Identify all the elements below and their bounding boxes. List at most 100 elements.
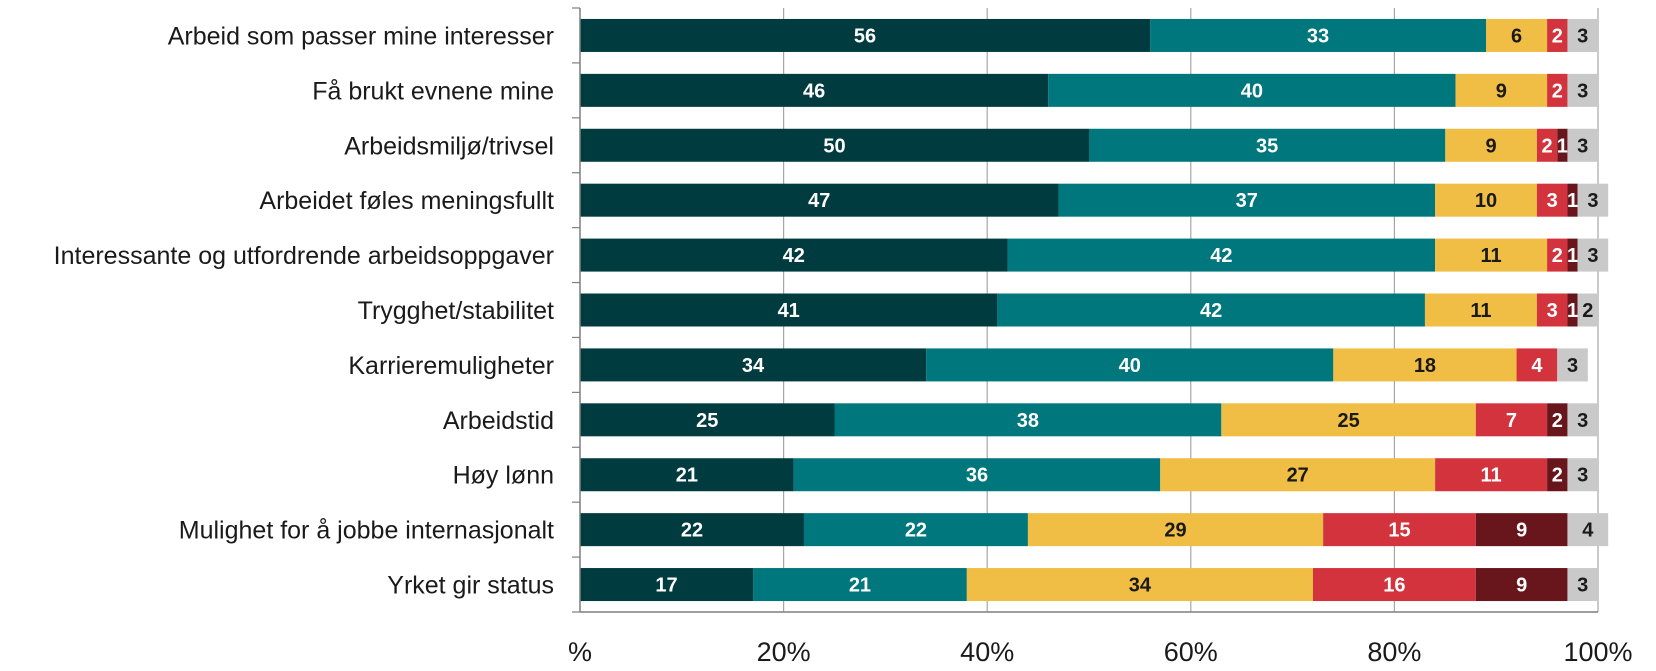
data-label: 7: [1506, 410, 1517, 432]
x-tick-label: 20%: [757, 637, 811, 667]
bar-segment: [803, 513, 1028, 547]
bar-segment: [1547, 18, 1568, 52]
data-label: 25: [1337, 410, 1359, 432]
bar-segment: [1557, 128, 1568, 162]
data-label: 3: [1567, 355, 1578, 377]
bar-segment: [1424, 293, 1537, 327]
data-label: 2: [1582, 300, 1593, 322]
category-labels: Arbeid som passer mine interesser Få bruk…: [54, 22, 554, 599]
bar-segment: [1557, 348, 1588, 382]
bars: 56 33 6 2 346 40 9 2 350 35 9 2 1 347 37 10 3 1 342 42 11 2 1 3…: [580, 18, 1609, 602]
bar-segment: [1160, 458, 1436, 492]
bar-segment: [1567, 183, 1578, 217]
data-label: 9: [1516, 520, 1527, 542]
data-label: 4: [1531, 355, 1543, 377]
bar-segment: [580, 183, 1059, 217]
bar-segment: [1475, 513, 1568, 547]
bar-segment: [1027, 513, 1324, 547]
bar-segment: [1567, 238, 1578, 272]
data-label: 27: [1287, 465, 1309, 487]
x-tick-label: %: [568, 637, 592, 667]
data-label: 3: [1577, 25, 1588, 47]
bar-segment: [997, 293, 1425, 327]
data-label: 50: [823, 135, 845, 157]
x-tick-label: 60%: [1164, 637, 1218, 667]
category-label: Arbeidsmiljø/trivsel: [344, 132, 554, 160]
bar-segment: [1567, 73, 1598, 107]
bar-segment: [580, 293, 998, 327]
data-label: 3: [1577, 135, 1588, 157]
bar-segment: [580, 128, 1089, 162]
data-label: 21: [676, 465, 698, 487]
bar-segment: [1536, 293, 1568, 327]
bar-segment: [1150, 18, 1487, 52]
category-label: Arbeid som passer mine interesser: [168, 22, 554, 50]
data-label: 21: [849, 575, 871, 597]
data-label: 2: [1552, 245, 1563, 267]
data-label: 15: [1388, 520, 1410, 542]
bar-segment: [1455, 73, 1548, 107]
x-tick-label: 100%: [1563, 637, 1632, 667]
category-label: Arbeidet føles meningsfullt: [259, 187, 554, 215]
category-label: Få brukt evnene mine: [312, 77, 554, 105]
data-label: 3: [1587, 190, 1598, 212]
data-label: 29: [1164, 520, 1186, 542]
data-label: 11: [1481, 465, 1502, 487]
bar-segment: [1567, 403, 1598, 437]
bar-segment: [1089, 128, 1446, 162]
data-label: 2: [1552, 25, 1563, 47]
bar-segment: [1567, 568, 1598, 602]
bar-segment: [580, 18, 1151, 52]
bar-segment: [1547, 458, 1568, 492]
data-label: 35: [1256, 135, 1278, 157]
bar-segment: [1221, 403, 1476, 437]
data-label: 18: [1414, 355, 1436, 377]
data-label: 47: [808, 190, 830, 212]
bar-segment: [1435, 183, 1537, 217]
data-label: 36: [966, 465, 988, 487]
data-label: 38: [1017, 410, 1039, 432]
bar-segment: [1547, 73, 1568, 107]
data-label: 22: [681, 520, 703, 542]
category-label: Karrieremuligheter: [348, 352, 554, 380]
data-label: 37: [1236, 190, 1258, 212]
x-tick-label: 40%: [960, 637, 1014, 667]
data-label: 10: [1475, 190, 1497, 212]
data-label: 11: [1470, 300, 1491, 322]
bar-segment: [1475, 403, 1548, 437]
data-label: 4: [1582, 520, 1594, 542]
data-label: 3: [1587, 245, 1598, 267]
bar-segment: [580, 238, 1008, 272]
bar-segment: [1312, 568, 1476, 602]
bar-segment: [1435, 238, 1548, 272]
bar-segment: [1567, 128, 1598, 162]
data-label: 56: [854, 25, 876, 47]
data-label: 6: [1511, 25, 1522, 47]
data-label: 25: [696, 410, 718, 432]
x-tick-labels: % 20% 40% 60% 80% 100%: [568, 637, 1633, 667]
data-label: 9: [1516, 575, 1527, 597]
data-label: 3: [1577, 80, 1588, 102]
bar-segment: [580, 568, 754, 602]
data-label: 3: [1547, 300, 1558, 322]
category-label: Mulighet for å jobbe internasjonalt: [179, 517, 554, 545]
bar-segment: [1475, 568, 1568, 602]
axes: [572, 7, 1598, 613]
data-label: 40: [1119, 355, 1141, 377]
bar-segment: [966, 568, 1313, 602]
data-label: 3: [1577, 410, 1588, 432]
bar-segment: [834, 403, 1222, 437]
bar-segment: [1323, 513, 1476, 547]
category-label: Arbeidstid: [443, 407, 554, 435]
data-label: 46: [803, 80, 825, 102]
bar-segment: [1577, 293, 1598, 327]
bar-segment: [580, 513, 804, 547]
category-label: Yrket gir status: [387, 572, 554, 600]
data-label: 17: [655, 575, 677, 597]
bar-segment: [1516, 348, 1558, 382]
bar-segment: [1567, 18, 1598, 52]
bar-segment: [1577, 183, 1609, 217]
data-label: 9: [1496, 80, 1507, 102]
data-label: 2: [1542, 135, 1553, 157]
x-tick-label: 80%: [1367, 637, 1421, 667]
